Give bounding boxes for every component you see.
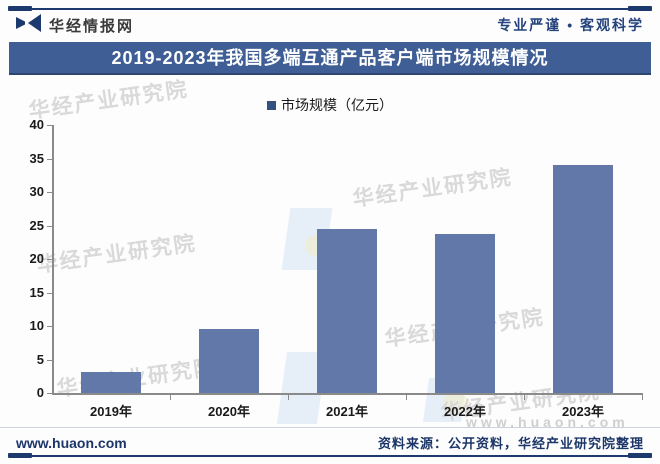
x-axis-tick-label: 2022年 bbox=[444, 404, 486, 419]
bar-2021年 bbox=[317, 228, 377, 393]
bar-2020年 bbox=[199, 329, 259, 393]
legend-label: 市场规模（亿元） bbox=[281, 97, 393, 113]
top-divider bbox=[8, 6, 652, 11]
chart-title: 2019-2023年我国多端互通产品客户端市场规模情况 bbox=[9, 42, 651, 75]
x-axis-line bbox=[52, 393, 643, 395]
y-axis-tick-mark bbox=[47, 326, 52, 327]
y-axis-line bbox=[52, 125, 54, 393]
x-axis-tick-mark bbox=[406, 395, 407, 400]
x-axis-tick-mark bbox=[524, 395, 525, 400]
bar-2022年 bbox=[435, 234, 495, 393]
x-axis-tick-mark bbox=[288, 395, 289, 400]
header: 华经情报网 专业严谨 • 客观科学 bbox=[16, 13, 644, 37]
x-axis-tick-label: 2020年 bbox=[208, 404, 250, 419]
y-axis-tick-label: 30 bbox=[29, 184, 44, 199]
footer-divider bbox=[0, 427, 660, 428]
x-axis-tick-label: 2021年 bbox=[326, 404, 368, 419]
y-axis-tick-label: 35 bbox=[29, 150, 44, 166]
header-slogan: 专业严谨 • 客观科学 bbox=[497, 17, 644, 33]
brand-name: 华经情报网 bbox=[49, 17, 135, 35]
bar-2023年 bbox=[553, 165, 613, 393]
y-axis-tick-mark bbox=[47, 192, 52, 193]
y-axis-tick-label: 25 bbox=[29, 217, 44, 233]
footer: www.huaon.com 资料来源：公开资料，华经产业研究院整理 bbox=[0, 433, 660, 452]
x-axis-tick-mark bbox=[642, 395, 643, 400]
chart-legend: 市场规模（亿元） bbox=[0, 95, 660, 115]
y-axis-tick-label: 10 bbox=[29, 318, 44, 333]
bottom-divider-left-cap bbox=[8, 453, 32, 458]
y-axis-tick-mark bbox=[47, 292, 52, 294]
y-axis-tick-mark bbox=[47, 158, 52, 160]
y-axis-tick-mark bbox=[47, 259, 52, 260]
y-axis-tick-mark bbox=[47, 393, 52, 394]
y-axis-tick-mark bbox=[47, 125, 52, 126]
y-axis-tick-label: 15 bbox=[29, 284, 44, 300]
bottom-divider-right-cap bbox=[628, 453, 652, 458]
y-axis-tick-label: 0 bbox=[36, 385, 44, 400]
brand[interactable]: 华经情报网 bbox=[16, 13, 135, 37]
y-axis-tick-label: 40 bbox=[29, 117, 44, 132]
x-axis-tick-label: 2019年 bbox=[90, 404, 132, 419]
x-axis-tick-label: 2023年 bbox=[562, 404, 604, 419]
bar-2019年 bbox=[81, 372, 141, 393]
top-divider-right-cap bbox=[628, 6, 652, 11]
top-divider-left-cap bbox=[8, 6, 32, 11]
huajing-logo-icon bbox=[16, 13, 42, 37]
legend-swatch-icon bbox=[267, 100, 276, 110]
x-axis-tick-mark bbox=[170, 395, 171, 400]
bottom-divider bbox=[8, 453, 652, 458]
y-axis-tick-label: 5 bbox=[36, 351, 44, 367]
y-axis-tick-label: 20 bbox=[29, 251, 44, 266]
y-axis-tick-mark bbox=[47, 359, 52, 361]
y-axis-tick-mark bbox=[47, 225, 52, 227]
footer-source-note: 资料来源：公开资料，华经产业研究院整理 bbox=[377, 436, 644, 451]
footer-site-link[interactable]: www.huaon.com bbox=[16, 434, 127, 451]
